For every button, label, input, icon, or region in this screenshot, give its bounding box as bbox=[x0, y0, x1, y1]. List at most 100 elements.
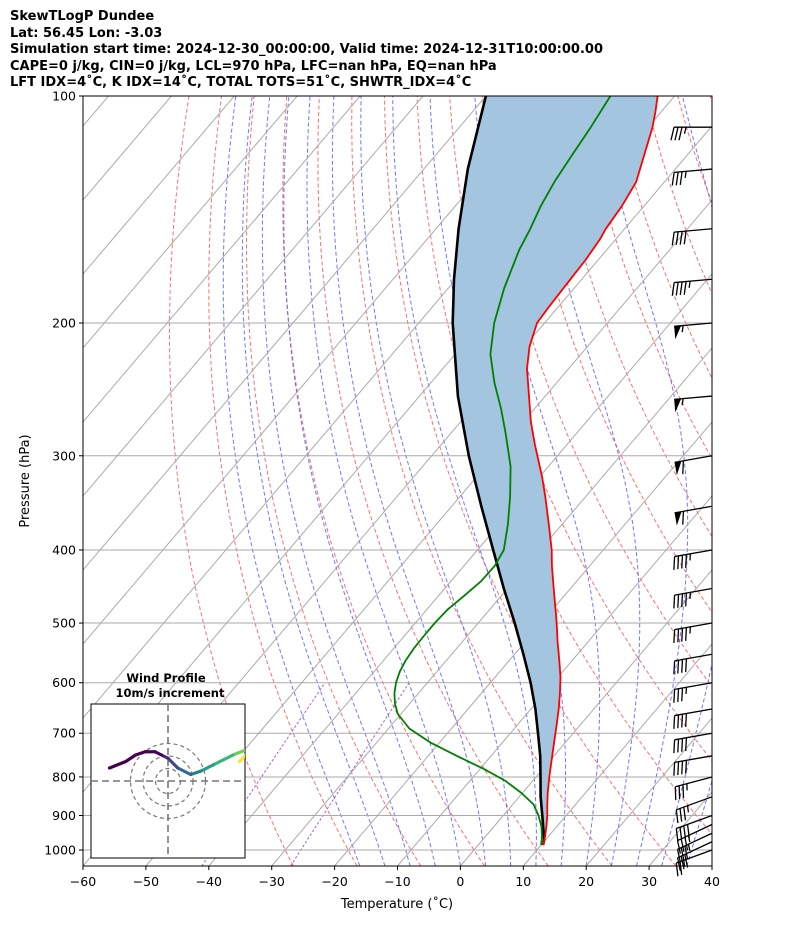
barb-half-flag bbox=[684, 171, 687, 179]
dewpoint-line bbox=[393, 96, 612, 846]
hodograph-segment bbox=[198, 763, 216, 773]
wind-barb bbox=[673, 653, 713, 675]
barb-shaft bbox=[674, 455, 713, 463]
hodograph-segment bbox=[133, 750, 147, 757]
barb-flag bbox=[675, 231, 679, 246]
barb-flag bbox=[679, 861, 683, 875]
isotherm bbox=[83, 96, 235, 275]
y-tick-label: 900 bbox=[52, 808, 76, 823]
barb-flag bbox=[677, 688, 680, 703]
barb-flag bbox=[686, 824, 690, 838]
wind-barbs-layer bbox=[670, 126, 713, 877]
dry-adiabat bbox=[775, 96, 794, 866]
barb-flag bbox=[675, 171, 679, 186]
barb-flag bbox=[682, 511, 685, 525]
y-axis-label: Pressure (hPa) bbox=[18, 434, 33, 527]
barb-pennant bbox=[674, 325, 682, 340]
barb-flag bbox=[675, 828, 679, 842]
isotherm bbox=[83, 96, 487, 571]
barb-flag bbox=[685, 737, 688, 752]
x-tick-label: 0 bbox=[456, 874, 464, 889]
hodograph-segment bbox=[107, 759, 128, 770]
simulation-time-line: Simulation start time: 2024-12-30_00:00:… bbox=[10, 42, 603, 57]
barb-pennant bbox=[674, 398, 682, 413]
barb-flag bbox=[681, 714, 684, 728]
wind-barb bbox=[670, 126, 712, 141]
barb-flag bbox=[681, 593, 684, 608]
barb-flag bbox=[673, 660, 676, 675]
barb-shaft bbox=[674, 278, 713, 284]
hodograph-segment bbox=[189, 769, 203, 777]
barb-flag bbox=[681, 628, 684, 642]
barb-flag bbox=[685, 658, 688, 673]
isotherm bbox=[83, 96, 550, 645]
barb-flag bbox=[676, 840, 681, 854]
barb-flag bbox=[680, 847, 685, 861]
dry-adiabat bbox=[677, 96, 712, 205]
wind-barb bbox=[671, 168, 713, 186]
barb-flag bbox=[683, 806, 687, 821]
dry-adiabat bbox=[644, 96, 712, 295]
moist-adiabat bbox=[661, 96, 712, 866]
isotherm bbox=[271, 347, 712, 866]
barb-flag bbox=[673, 715, 676, 729]
x-tick-label: −50 bbox=[133, 874, 159, 889]
isotherm bbox=[83, 96, 424, 497]
barb-shaft bbox=[674, 168, 713, 174]
barb-shaft bbox=[675, 776, 713, 788]
hodograph-inset: Wind Profile 10m/s increment bbox=[90, 671, 246, 859]
location-line: Lat: 56.45 Lon: -3.03 bbox=[10, 25, 163, 41]
moist-adiabat bbox=[392, 96, 537, 866]
barb-flag bbox=[680, 838, 685, 853]
wind-barb bbox=[671, 228, 713, 246]
parcel-profile-line bbox=[451, 96, 546, 846]
barb-flag bbox=[681, 738, 684, 752]
isotherm bbox=[397, 495, 712, 866]
chart-header: SkewTLogP Dundee Lat: 56.45 Lon: -3.03 S… bbox=[10, 9, 603, 92]
barb-flag bbox=[671, 282, 675, 296]
x-tick-label: −60 bbox=[70, 874, 96, 889]
barb-shaft bbox=[677, 823, 713, 842]
dry-adiabat bbox=[245, 96, 422, 866]
barb-pennant bbox=[674, 461, 682, 476]
barb-shaft bbox=[674, 755, 713, 764]
barb-half-flag bbox=[681, 398, 684, 406]
y-tick-label: 300 bbox=[52, 448, 76, 463]
barb-shaft bbox=[674, 505, 713, 514]
barb-flag bbox=[681, 555, 684, 569]
wind-barb bbox=[674, 322, 713, 340]
isotherm bbox=[585, 717, 712, 866]
dry-adiabat bbox=[351, 96, 613, 866]
stability-params-line: CAPE=0 j/kg, CIN=0 j/kg, LCL=970 hPa, LF… bbox=[10, 58, 497, 74]
barb-half-flag bbox=[688, 281, 691, 288]
barb-shaft bbox=[674, 587, 713, 596]
barb-half-flag bbox=[681, 325, 684, 333]
barb-flag bbox=[673, 556, 676, 570]
cape-shading bbox=[452, 96, 658, 846]
x-tick-label: 10 bbox=[515, 874, 531, 889]
barb-flag bbox=[679, 808, 683, 822]
isotherm bbox=[522, 643, 712, 866]
wind-barb bbox=[673, 755, 713, 776]
moist-adiabat bbox=[261, 96, 411, 866]
barb-flag bbox=[670, 127, 675, 141]
profile-layer bbox=[393, 96, 659, 846]
moist-adiabat bbox=[222, 96, 361, 866]
temperature-line bbox=[526, 96, 659, 846]
barb-shaft bbox=[674, 708, 713, 717]
wind-barb bbox=[671, 278, 713, 296]
moist-adiabat bbox=[283, 96, 436, 866]
wind-barb bbox=[673, 587, 713, 609]
x-tick-label: 20 bbox=[578, 874, 594, 889]
barb-flag bbox=[681, 760, 684, 775]
barb-flag bbox=[679, 281, 683, 296]
dry-adiabat bbox=[709, 96, 712, 104]
barb-flag bbox=[679, 171, 683, 185]
barb-flag bbox=[675, 862, 679, 877]
barb-shaft bbox=[674, 732, 713, 741]
barb-shaft bbox=[674, 682, 713, 690]
barb-flag bbox=[678, 127, 683, 141]
isotherm bbox=[145, 199, 712, 866]
chart-title: SkewTLogP Dundee bbox=[10, 9, 155, 24]
wind-barb bbox=[676, 823, 713, 854]
